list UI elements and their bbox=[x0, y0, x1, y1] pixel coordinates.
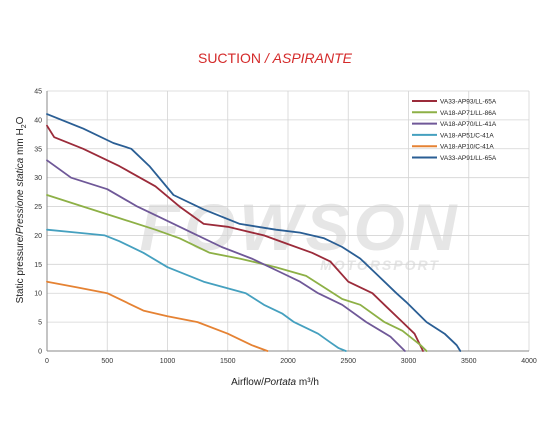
x-tick-label: 1500 bbox=[220, 358, 236, 365]
y-axis-unit-sub: 2 bbox=[21, 124, 28, 129]
series-line-2 bbox=[46, 194, 428, 352]
series-line-1 bbox=[46, 124, 424, 352]
title-main: SUCTION bbox=[197, 50, 261, 66]
legend-label-6: VA33-AP91/LL-65A bbox=[440, 155, 497, 162]
x-tick-label: 3000 bbox=[401, 358, 417, 365]
x-axis-unit: m³/h bbox=[298, 377, 319, 388]
x-tick-label: 4000 bbox=[521, 358, 537, 365]
y-tick-label: 45 bbox=[34, 89, 42, 96]
x-tick-label: 1000 bbox=[160, 358, 176, 365]
x-axis-label: Airflow/Portata m³/h bbox=[0, 377, 550, 388]
chart-title: SUCTION / ASPIRANTE bbox=[0, 50, 550, 66]
y-tick-label: 5 bbox=[38, 320, 42, 327]
series-line-5 bbox=[46, 280, 269, 352]
y-axis-label-italic: Pressione statica bbox=[15, 157, 26, 234]
y-tick-label: 40 bbox=[34, 117, 42, 124]
x-axis-label-sep: / bbox=[261, 377, 264, 388]
y-tick-label: 15 bbox=[34, 262, 42, 269]
legend-label-2: VA18-AP71/LL-86A bbox=[440, 110, 497, 117]
y-axis-unit-post: O bbox=[15, 116, 26, 125]
x-tick-label: 2500 bbox=[340, 358, 356, 365]
x-axis-label-main: Airflow bbox=[231, 377, 262, 388]
y-axis-label-sep: / bbox=[15, 233, 26, 237]
y-axis-unit: mm H2O bbox=[15, 116, 28, 155]
x-tick-label: 3500 bbox=[461, 358, 477, 365]
y-tick-label: 20 bbox=[34, 233, 42, 240]
x-tick-label: 500 bbox=[101, 358, 113, 365]
y-tick-label: 35 bbox=[34, 146, 42, 153]
y-axis-unit-pre: mm H bbox=[15, 128, 26, 155]
legend-label-1: VA33-AP93/LL-65A bbox=[440, 99, 497, 106]
y-tick-label: 30 bbox=[34, 175, 42, 182]
x-axis-label-italic: Portata bbox=[263, 377, 297, 388]
y-tick-label: 0 bbox=[38, 349, 42, 356]
y-tick-label: 25 bbox=[34, 204, 42, 211]
legend-label-4: VA18-AP51/C-41A bbox=[440, 132, 494, 139]
y-tick-label: 10 bbox=[34, 291, 42, 298]
x-tick-label: 0 bbox=[45, 358, 49, 365]
series-line-4 bbox=[46, 228, 347, 352]
title-italic: ASPIRANTE bbox=[272, 50, 353, 66]
y-axis-label: Static pressure/Pressione statica mm H2O bbox=[15, 90, 29, 330]
legend-label-5: VA18-AP10/C-41A bbox=[440, 144, 494, 151]
series-line-3 bbox=[46, 159, 406, 352]
series-line-6 bbox=[46, 113, 462, 352]
legend-label-3: VA18-AP70/LL-41A bbox=[440, 121, 497, 128]
y-axis-label-main: Static pressure bbox=[15, 236, 26, 304]
x-tick-label: 2000 bbox=[280, 358, 296, 365]
title-separator: / bbox=[264, 50, 269, 66]
watermark-logo: FOWSON bbox=[140, 190, 461, 264]
